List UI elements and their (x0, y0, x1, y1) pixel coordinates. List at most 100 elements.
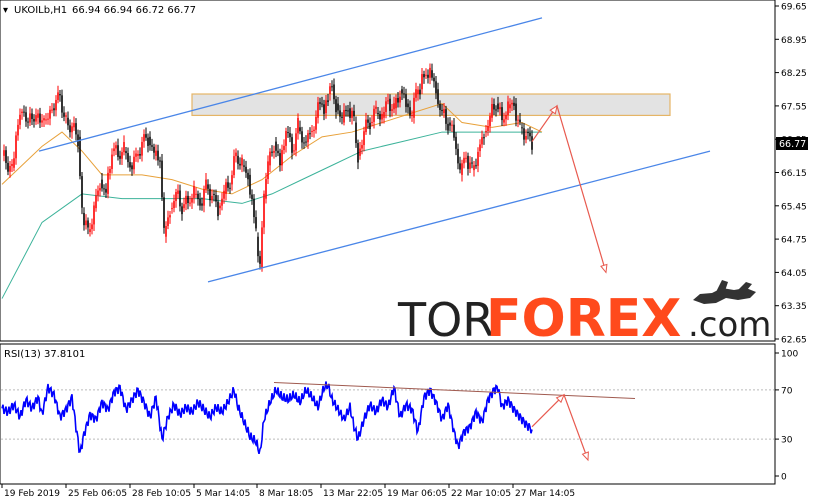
candle-body (321, 103, 323, 105)
candle-body (395, 97, 397, 109)
candle-body (499, 107, 501, 110)
candle-body (233, 156, 235, 176)
candle-body (409, 107, 411, 116)
candle-body (57, 92, 59, 100)
candle-body (469, 162, 471, 169)
candle-body (413, 97, 415, 118)
candle-body (17, 124, 19, 136)
candle-body (97, 190, 99, 196)
candle-body (355, 122, 357, 144)
candle-body (249, 174, 251, 195)
candle-body (171, 208, 173, 210)
candle-body (489, 115, 491, 127)
candle-body (317, 102, 319, 118)
candle-body (163, 197, 165, 228)
candle-body (247, 172, 249, 180)
candle-body (445, 109, 447, 124)
candle-body (475, 165, 477, 167)
candle-body (463, 157, 465, 164)
time-tick-label: 22 Mar 10:05 (451, 489, 511, 499)
candle-body (407, 103, 409, 108)
candle-body (13, 158, 15, 168)
candle-body (201, 203, 203, 206)
candle-body (271, 151, 273, 153)
price-tick-label: 64.75 (781, 236, 807, 246)
time-tick-label: 8 Mar 18:05 (259, 489, 313, 499)
candle-body (37, 113, 39, 118)
candle-body (139, 154, 141, 156)
candle-body (93, 205, 95, 225)
header-arrow-icon[interactable]: ▾ (3, 5, 8, 16)
candle-body (401, 89, 403, 94)
rsi-trend-line (273, 382, 636, 400)
candle-body (19, 114, 21, 125)
candle-body (241, 157, 243, 166)
candle-body (449, 122, 451, 126)
candle-body (179, 190, 181, 207)
candle-body (447, 123, 449, 131)
candle-body (453, 124, 455, 138)
candle-body (173, 201, 175, 209)
time-tick-label: 19 Mar 06:05 (387, 489, 447, 499)
upper-channel-line (38, 17, 543, 152)
candle-body (315, 116, 317, 130)
candle-body (293, 150, 295, 152)
candle-body (3, 150, 5, 156)
candle-body (239, 163, 241, 166)
candle-body (67, 117, 69, 126)
candle-body (411, 115, 413, 117)
candle-body (263, 193, 265, 228)
price-forecast-arrow-head (549, 104, 558, 115)
candle-body (175, 192, 177, 202)
candle-body (367, 119, 369, 123)
candle-body (177, 190, 179, 194)
rsi-line (1, 381, 533, 454)
candle-body (191, 197, 193, 203)
candle-body (105, 188, 107, 193)
candle-body (135, 153, 137, 157)
candle-body (291, 137, 293, 153)
candle-body (433, 77, 435, 82)
candle-body (187, 195, 189, 204)
candle-body (353, 110, 355, 117)
candle-body (435, 81, 437, 94)
candle-body (309, 133, 311, 135)
candle-body (131, 165, 133, 170)
candle-body (157, 150, 159, 161)
candle-body (215, 195, 217, 202)
candle-body (361, 145, 363, 149)
candle-body (197, 193, 199, 199)
price-tick-label: 69.65 (781, 3, 807, 13)
candle-body (511, 102, 513, 105)
candle-body (71, 126, 73, 133)
candle-body (35, 115, 37, 122)
price-tick-label: 64.05 (781, 269, 807, 279)
candle-body (375, 106, 377, 109)
candle-body (63, 112, 65, 117)
candle-body (141, 141, 143, 156)
candle-body (485, 130, 487, 133)
candle-body (455, 136, 457, 149)
time-tick-label: 27 Mar 14:05 (515, 489, 575, 499)
candle-body (357, 143, 359, 163)
candle-body (45, 119, 47, 121)
candle-body (55, 99, 57, 111)
candle-body (427, 74, 429, 78)
candle-body (49, 109, 51, 119)
candle-body (451, 124, 453, 126)
torforex-watermark: TOR FOREX .com (397, 280, 771, 349)
candle-body (151, 145, 153, 147)
candle-body (87, 220, 89, 228)
candle-body (335, 99, 337, 113)
candle-body (81, 176, 83, 208)
candle-body (143, 134, 145, 142)
candle-body (227, 182, 229, 188)
candle-body (287, 132, 289, 134)
candle-body (299, 127, 301, 132)
rsi-axis: 100 70 30 0 (775, 350, 798, 483)
candle-body (473, 165, 475, 171)
candle-body (251, 194, 253, 200)
candle-body (371, 121, 373, 123)
candle-body (501, 107, 503, 121)
